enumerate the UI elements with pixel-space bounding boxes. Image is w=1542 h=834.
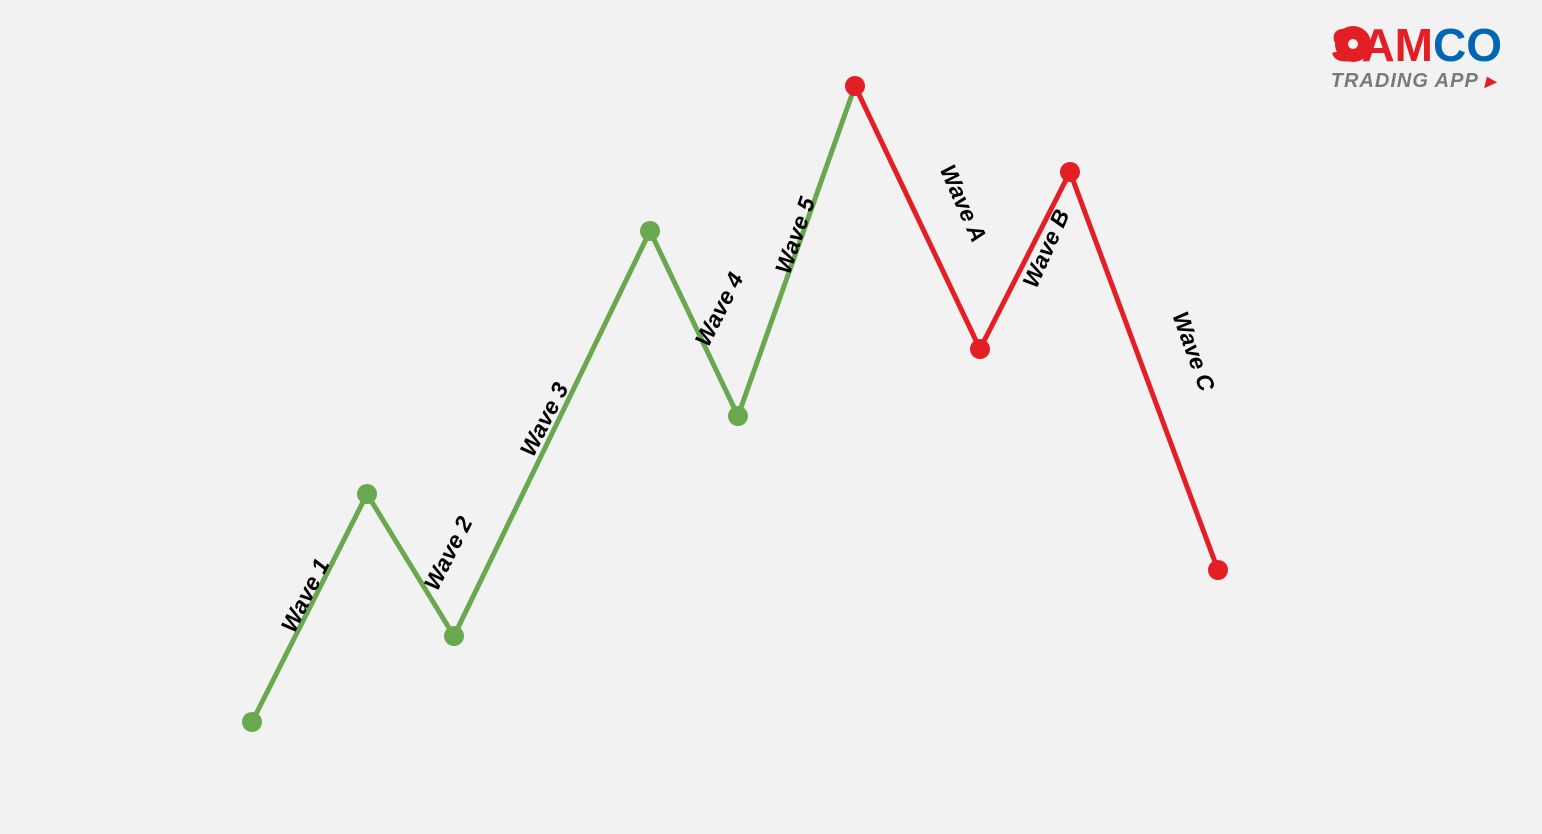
wave-point-marker [640,221,660,241]
wave-point-marker [242,712,262,732]
wave-point-marker [728,406,748,426]
wave-point-marker [845,76,865,96]
corrective-wave-line [855,86,1218,570]
logo-wordmark: SAMCO [1331,22,1502,68]
brand-logo: SAMCO TRADING APP ▶ [1331,22,1502,93]
wave-point-marker [357,484,377,504]
logo-text-suffix: CO [1433,22,1502,68]
wave-point-marker [970,339,990,359]
wave-point-marker [444,626,464,646]
wave-chart-svg [0,0,1542,834]
logo-subtitle-text: TRADING APP [1331,70,1479,93]
wave-point-marker [1060,162,1080,182]
play-icon: ▶ [1485,73,1497,90]
wave-point-marker [1208,560,1228,580]
elliott-wave-diagram: Wave 1Wave 2Wave 3Wave 4Wave 5Wave AWave… [0,0,1542,834]
logo-subtitle: TRADING APP ▶ [1331,70,1502,93]
